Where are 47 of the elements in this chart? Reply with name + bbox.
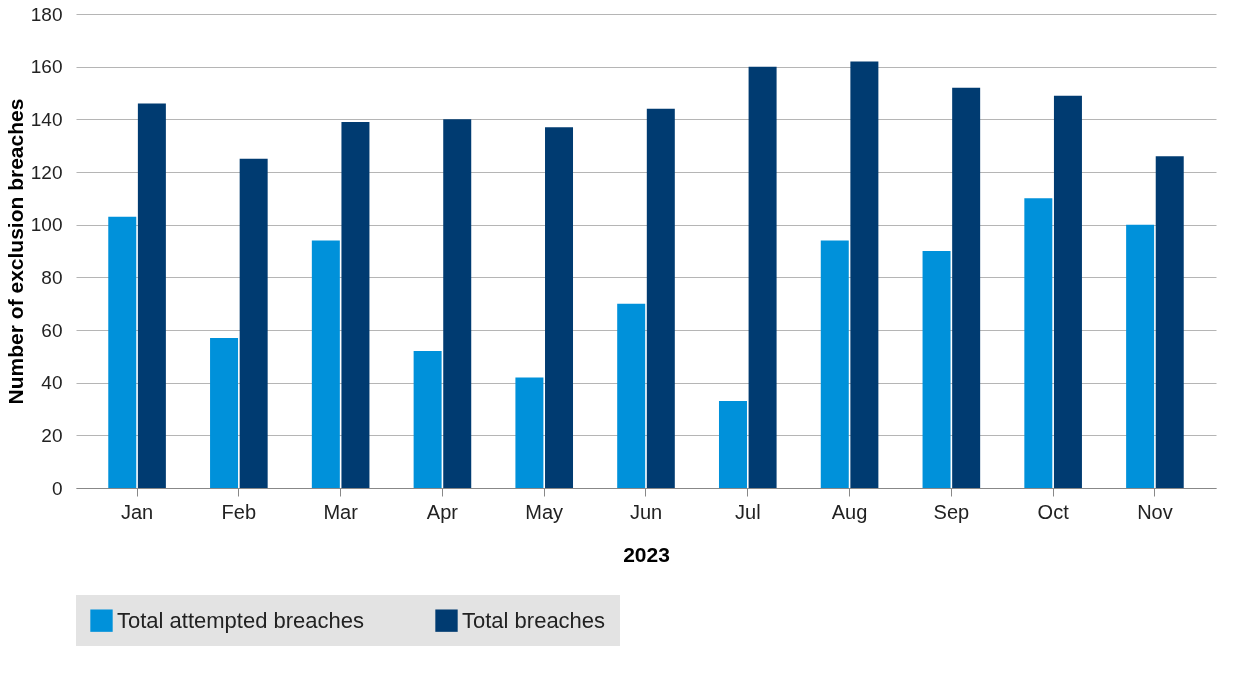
x-tick-label: Jul bbox=[735, 500, 761, 523]
y-tick-label: 160 bbox=[30, 56, 63, 78]
bar bbox=[341, 121, 370, 488]
bar bbox=[617, 303, 646, 488]
y-tick-label: 120 bbox=[30, 161, 63, 183]
bar bbox=[1126, 224, 1155, 488]
bar bbox=[922, 251, 951, 488]
bar bbox=[748, 66, 777, 488]
bar bbox=[137, 103, 166, 488]
bar bbox=[108, 216, 137, 488]
x-tick-label: Aug bbox=[831, 500, 868, 523]
legend-label: Total breaches bbox=[462, 607, 606, 633]
y-tick-label: 60 bbox=[41, 319, 63, 341]
bar bbox=[210, 337, 239, 488]
bar bbox=[443, 119, 472, 488]
bar bbox=[515, 377, 544, 488]
y-tick-label: 0 bbox=[51, 477, 63, 499]
x-tick-label: Jun bbox=[629, 500, 663, 523]
bar bbox=[545, 127, 574, 488]
bar bbox=[413, 351, 442, 488]
bar bbox=[1024, 198, 1053, 488]
bar bbox=[239, 158, 268, 488]
legend-label: Total attempted breaches bbox=[117, 607, 365, 633]
y-axis-title: Number of exclusion breaches bbox=[3, 98, 27, 405]
x-tick-label: Jan bbox=[120, 500, 154, 523]
y-tick-label: 80 bbox=[41, 266, 63, 288]
bar bbox=[311, 240, 340, 488]
x-tick-label: Apr bbox=[426, 500, 459, 523]
x-tick-label: Feb bbox=[221, 500, 257, 523]
x-tick-label: Sep bbox=[933, 500, 970, 523]
x-tick-label: Mar bbox=[323, 500, 359, 523]
bar bbox=[1155, 156, 1184, 488]
y-tick-label: 180 bbox=[30, 3, 63, 25]
bar bbox=[820, 240, 849, 488]
x-tick-label: May bbox=[525, 500, 564, 523]
y-tick-label: 40 bbox=[41, 372, 63, 394]
bar bbox=[1053, 95, 1082, 488]
bar bbox=[646, 108, 675, 488]
y-tick-label: 140 bbox=[30, 108, 63, 130]
x-axis-title: 2023 bbox=[623, 542, 670, 566]
bar bbox=[718, 401, 747, 488]
bar bbox=[952, 87, 981, 488]
y-tick-label: 100 bbox=[30, 214, 63, 236]
x-tick-label: Oct bbox=[1037, 500, 1070, 523]
x-tick-label: Nov bbox=[1137, 500, 1173, 523]
bar bbox=[850, 61, 879, 488]
y-tick-label: 20 bbox=[41, 424, 63, 446]
